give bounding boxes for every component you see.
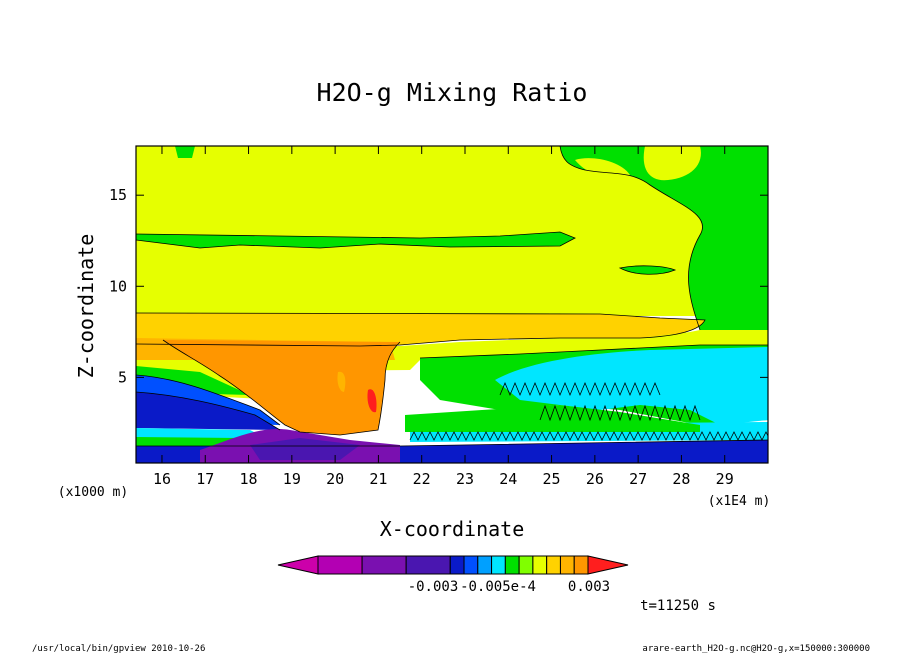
colorbar-segment <box>463 555 479 575</box>
region-orange-blob <box>337 371 346 392</box>
colorbar-segment <box>518 555 534 575</box>
y-unit-label: (x1000 m) <box>58 485 128 500</box>
region-upper-right-green <box>560 146 768 330</box>
y-tick-label: 5 <box>118 368 127 386</box>
plot-frame <box>135 145 769 464</box>
x-tick-label: 21 <box>369 470 387 488</box>
colorbar <box>277 555 629 575</box>
contour-oscillations <box>499 381 661 397</box>
colorbar-segment <box>559 555 575 575</box>
colorbar-segment <box>449 555 465 575</box>
x-tick-label: 28 <box>672 470 690 488</box>
colorbar-segment <box>317 555 363 575</box>
contour-field <box>136 146 768 463</box>
colorbar-segment <box>477 555 493 575</box>
colorbar-segment <box>405 555 451 575</box>
x-tick-label: 16 <box>153 470 171 488</box>
colorbar-segment <box>491 555 506 575</box>
x-tick-label: 22 <box>413 470 431 488</box>
colorbar-segment <box>361 555 407 575</box>
x-tick-label: 17 <box>196 470 214 488</box>
x-tick-label: 23 <box>456 470 474 488</box>
colorbar-label: 0.003 <box>568 579 610 595</box>
region-green-patch <box>620 265 675 275</box>
colorbar-max-arrow <box>587 555 629 575</box>
y-tick-label: 10 <box>109 277 127 295</box>
region-dark-purple <box>250 438 360 460</box>
colorbar-segment <box>546 555 561 575</box>
colorbar-label: -0.005e-4 <box>460 579 536 595</box>
region-left-darkblue <box>136 392 280 430</box>
region-red-spot <box>367 389 377 413</box>
colorbar-min-arrow <box>277 555 319 575</box>
region-orange-dome <box>163 340 400 435</box>
colorbar-label: -0.003 <box>408 579 459 595</box>
chart-title: H2O-g Mixing Ratio <box>317 78 588 107</box>
x-tick-label: 18 <box>240 470 258 488</box>
y-tick-label: 15 <box>109 186 127 204</box>
contour-oscillations <box>409 431 768 441</box>
x-tick-label: 27 <box>629 470 647 488</box>
region-cyan <box>495 347 768 425</box>
x-tick-label: 19 <box>283 470 301 488</box>
region-green-strip <box>136 232 575 248</box>
region-lower-green <box>405 405 700 432</box>
footer-left: /usr/local/bin/gpview 2010-10-26 <box>32 644 205 654</box>
time-label: t=11250 s <box>640 598 716 614</box>
colorbar-segment <box>532 555 548 575</box>
colorbar-labels: -0.003 -0.005e-4 0.003 <box>408 579 610 595</box>
region-yellow-blob <box>643 146 701 181</box>
x-tick-label: 29 <box>716 470 734 488</box>
x-tick-label: 20 <box>326 470 344 488</box>
x-tick-label: 26 <box>586 470 604 488</box>
contour-lines <box>136 146 768 447</box>
x-axis-ticks: 16 17 18 19 20 21 22 23 24 25 26 27 28 29 <box>153 146 734 488</box>
x-unit-label: (x1E4 m) <box>708 494 771 509</box>
region-green-patch <box>175 146 195 158</box>
x-axis-title: X-coordinate <box>380 517 525 541</box>
x-tick-label: 24 <box>499 470 517 488</box>
y-axis-title: Z-coordinate <box>74 234 98 379</box>
contour-oscillations <box>539 404 701 422</box>
colorbar-segment <box>573 555 589 575</box>
y-axis-ticks: 5 10 15 <box>109 186 768 386</box>
footer-right: arare-earth_H2O-g.nc@H2O-g,x=150000:3000… <box>642 644 870 654</box>
colorbar-segment <box>504 555 520 575</box>
x-tick-label: 25 <box>543 470 561 488</box>
